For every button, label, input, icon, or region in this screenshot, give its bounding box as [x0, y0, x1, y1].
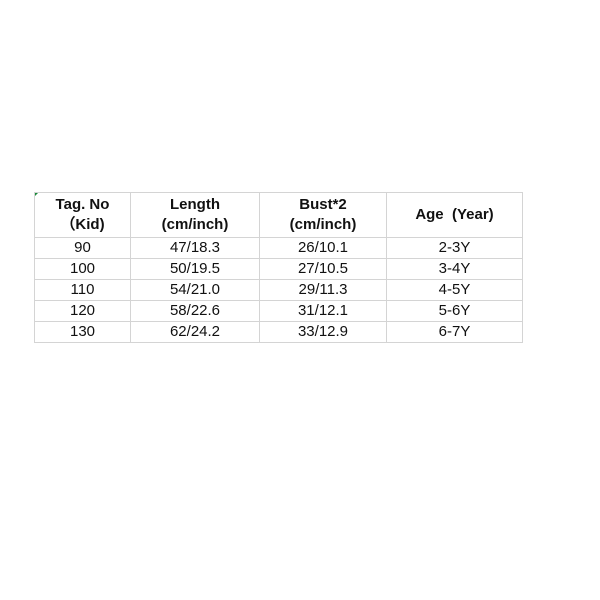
table-cell: 3-4Y	[386, 258, 523, 280]
table-cell: 2-3Y	[386, 237, 523, 259]
table-cell: 27/10.5	[259, 258, 387, 280]
table-cell: 33/12.9	[259, 321, 387, 343]
table-row: 120 58/22.6 31/12.1 5-6Y	[34, 300, 523, 322]
header-bust: Bust*2 (cm/inch)	[259, 192, 387, 238]
table-row: 130 62/24.2 33/12.9 6-7Y	[34, 321, 523, 343]
table-cell: 120	[34, 300, 131, 322]
table-cell: 47/18.3	[130, 237, 260, 259]
size-chart-table: Tag. No （Kid) Length (cm/inch) Bust*2 (cm/i…	[34, 192, 523, 343]
table-cell: 130	[34, 321, 131, 343]
table-cell: 4-5Y	[386, 279, 523, 301]
table-cell: 62/24.2	[130, 321, 260, 343]
table-cell: 54/21.0	[130, 279, 260, 301]
table-row: 90 47/18.3 26/10.1 2-3Y	[34, 237, 523, 259]
table-cell: 5-6Y	[386, 300, 523, 322]
table-cell: 31/12.1	[259, 300, 387, 322]
header-age: Age (Year)	[386, 192, 523, 238]
table-row: 110 54/21.0 29/11.3 4-5Y	[34, 279, 523, 301]
header-tag-no: Tag. No （Kid)	[34, 192, 131, 238]
header-row: Tag. No （Kid) Length (cm/inch) Bust*2 (cm/i…	[34, 192, 523, 238]
table-row: 100 50/19.5 27/10.5 3-4Y	[34, 258, 523, 280]
header-length: Length (cm/inch)	[130, 192, 260, 238]
table-cell: 100	[34, 258, 131, 280]
table-cell: 50/19.5	[130, 258, 260, 280]
table-cell: 26/10.1	[259, 237, 387, 259]
table-cell: 90	[34, 237, 131, 259]
table-cell: 110	[34, 279, 131, 301]
table-cell: 6-7Y	[386, 321, 523, 343]
table-cell: 29/11.3	[259, 279, 387, 301]
table-cell: 58/22.6	[130, 300, 260, 322]
